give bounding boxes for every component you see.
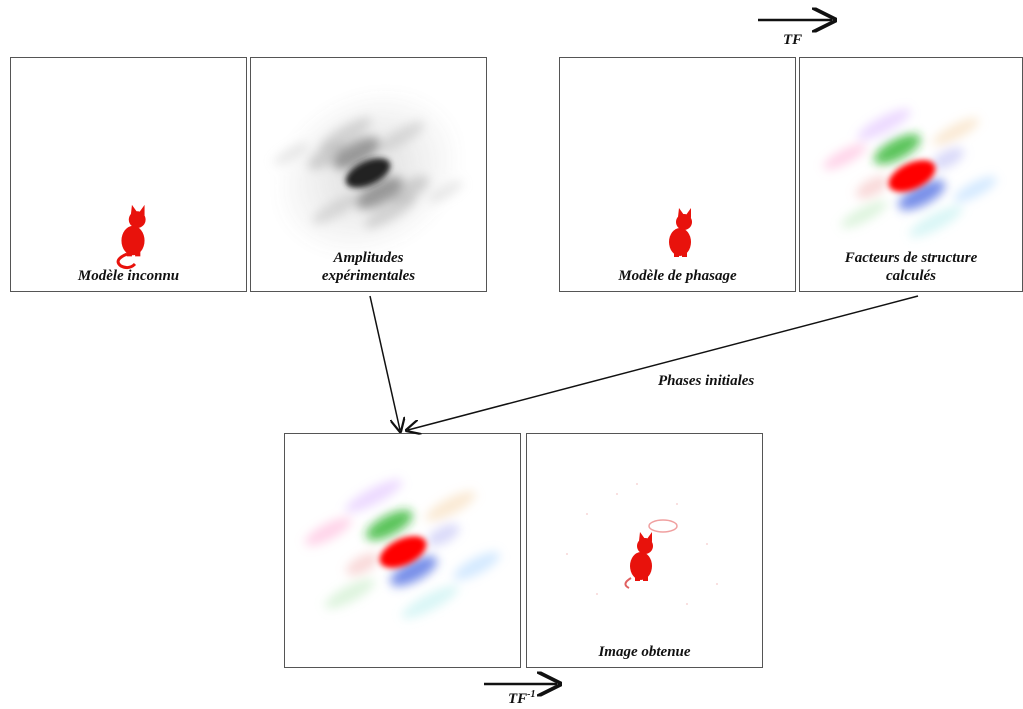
phases-label: Phases initiales [658,373,755,389]
inverse-transform-label-exponent: -1 [527,689,536,700]
panel-phasing-model: Modèle de phasage [559,57,796,292]
cat-figure [116,204,146,270]
inverse-transform-label: TF-1 [508,689,536,708]
panel-experimental-amplitudes: Amplitudes expérimentales [250,57,487,292]
caption-calculated-structure-factors: Facteurs de structure calculés [800,249,1022,285]
panel-obtained-image: Image obtenue [526,433,763,668]
panel-calculated-structure-factors: Facteurs de structure calculés [799,57,1023,292]
caption-line-1: Facteurs de structure [844,250,978,266]
diffraction-pattern-grey [272,87,464,259]
diffraction-pattern-color [823,108,997,238]
forward-transform-label: TF [783,32,803,48]
panel-combined-map [284,433,521,668]
reconstructed-cat [566,483,718,605]
caption-line-1: Amplitudes [333,250,404,266]
diffraction-pattern-color [304,479,500,619]
caption-unknown-model: Modèle inconnu [77,268,180,284]
caption-experimental-amplitudes: Amplitudes expérimentales [251,249,486,285]
caption-obtained-image: Image obtenue [598,644,691,660]
phases-arrow [408,295,919,430]
caption-line-2: calculés [886,268,936,284]
inverse-transform-label-base: TF [508,691,528,707]
caption-line-2: expérimentales [321,268,416,284]
amplitudes-arrow [369,295,400,430]
caption-phasing-model: Modèle de phasage [618,268,737,284]
panel-unknown-model: Modèle inconnu [10,57,247,292]
